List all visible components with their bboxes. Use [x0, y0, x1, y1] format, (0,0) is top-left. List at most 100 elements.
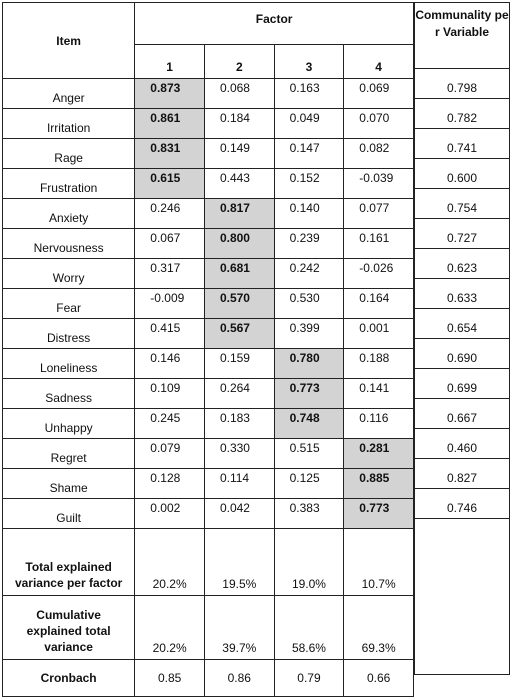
summary-value: 20.2% [134, 528, 205, 596]
item-label: Sadness [1, 378, 136, 409]
communality-value: 0.667 [414, 398, 510, 429]
loading-cell: 0.114 [203, 468, 275, 499]
table-row: Fear -0.009 0.570 0.530 0.164 [1, 288, 414, 319]
loading-cell: 0.068 [203, 78, 275, 109]
communality-row: 0.654 [414, 308, 510, 339]
loading-cell: 0.001 [343, 318, 414, 349]
loading-cell: 0.152 [273, 168, 345, 199]
loading-cell: 0.140 [273, 198, 345, 229]
table-row: Guilt 0.002 0.042 0.383 0.773 [1, 498, 414, 529]
communality-row: 0.798 [414, 68, 510, 99]
loading-cell: 0.415 [134, 318, 205, 349]
communality-value: 0.741 [414, 128, 510, 159]
item-label: Unhappy [1, 408, 136, 439]
highlighted-loading-cell: 0.281 [343, 438, 414, 469]
loading-cell: -0.026 [343, 258, 414, 289]
loading-cell: 0.049 [273, 108, 345, 139]
highlighted-loading-cell: 0.861 [134, 108, 205, 139]
communality-row: 0.746 [414, 488, 510, 519]
communality-row: 0.754 [414, 188, 510, 219]
summary-value: 19.5% [203, 528, 275, 596]
communality-value: 0.460 [414, 428, 510, 459]
table-row: Sadness 0.109 0.264 0.773 0.141 [1, 378, 414, 409]
loading-cell: 0.077 [343, 198, 414, 229]
communality-row: 0.623 [414, 248, 510, 279]
communality-row: 0.741 [414, 128, 510, 159]
communality-value: 0.782 [414, 98, 510, 129]
table-row: Anger 0.873 0.068 0.163 0.069 [1, 78, 414, 109]
loading-cell: 0.530 [273, 288, 345, 319]
loading-cell: 0.067 [134, 228, 205, 259]
loading-cell: 0.330 [203, 438, 275, 469]
highlighted-loading-cell: 0.570 [203, 288, 275, 319]
communality-row: 0.827 [414, 458, 510, 489]
cronbach-value: 0.86 [203, 659, 275, 697]
factor-number-1: 1 [134, 44, 205, 79]
loading-cell: 0.183 [203, 408, 275, 439]
table-row: Frustration 0.615 0.443 0.152 -0.039 [1, 168, 414, 199]
loading-cell: 0.245 [134, 408, 205, 439]
communality-table: Communality per Variable 0.798 0.782 0.741… [414, 2, 510, 675]
item-label: Anxiety [1, 198, 136, 229]
table-row: Rage 0.831 0.149 0.147 0.082 [1, 138, 414, 169]
communality-row: 0.633 [414, 278, 510, 309]
highlighted-loading-cell: 0.681 [203, 258, 275, 289]
communality-value: 0.754 [414, 188, 510, 219]
communality-value: 0.600 [414, 158, 510, 189]
loading-cell: 0.443 [203, 168, 275, 199]
loading-cell: 0.116 [343, 408, 414, 439]
loading-cell: 0.188 [343, 348, 414, 379]
summary-row: Total explained variance per factor 20.2%… [1, 528, 414, 596]
communality-value: 0.827 [414, 458, 510, 489]
cronbach-value: 0.85 [134, 659, 205, 697]
item-label: Rage [1, 138, 136, 169]
item-label: Shame [1, 468, 136, 499]
factor-number-3: 3 [273, 44, 345, 79]
table-row: Regret 0.079 0.330 0.515 0.281 [1, 438, 414, 469]
table-row: Anxiety 0.246 0.817 0.140 0.077 [1, 198, 414, 229]
cronbach-label: Cronbach [1, 659, 136, 697]
communality-header: Communality per Variable [414, 2, 510, 69]
loading-cell: 0.128 [134, 468, 205, 499]
loading-cell: 0.159 [203, 348, 275, 379]
loading-cell: 0.246 [134, 198, 205, 229]
loading-cell: 0.002 [134, 498, 205, 529]
loading-cell: -0.039 [343, 168, 414, 199]
highlighted-loading-cell: 0.800 [203, 228, 275, 259]
table-row: Unhappy 0.245 0.183 0.748 0.116 [1, 408, 414, 439]
factor-loadings-table: Item Factor 1 2 3 4 Anger 0.873 0.068 0.163… [1, 2, 414, 697]
table-row: Worry 0.317 0.681 0.242 -0.026 [1, 258, 414, 289]
loading-cell: 0.149 [203, 138, 275, 169]
loading-cell: 0.317 [134, 258, 205, 289]
table-row: Nervousness 0.067 0.800 0.239 0.161 [1, 228, 414, 259]
loading-cell: 0.125 [273, 468, 345, 499]
summary-value: 19.0% [273, 528, 345, 596]
loading-cell: 0.042 [203, 498, 275, 529]
item-label: Regret [1, 438, 136, 469]
summary-value: 10.7% [343, 528, 414, 596]
loading-cell: 0.264 [203, 378, 275, 409]
loading-cell: 0.109 [134, 378, 205, 409]
loading-cell: 0.069 [343, 78, 414, 109]
highlighted-loading-cell: 0.773 [343, 498, 414, 529]
communality-row: 0.727 [414, 218, 510, 249]
communality-value: 0.798 [414, 68, 510, 99]
loading-cell: 0.515 [273, 438, 345, 469]
item-header: Item [1, 2, 136, 79]
table-row: Distress 0.415 0.567 0.399 0.001 [1, 318, 414, 349]
loading-cell: 0.163 [273, 78, 345, 109]
loading-cell: 0.161 [343, 228, 414, 259]
factor-number-4: 4 [343, 44, 414, 79]
highlighted-loading-cell: 0.567 [203, 318, 275, 349]
communality-row: 0.699 [414, 368, 510, 399]
highlighted-loading-cell: 0.885 [343, 468, 414, 499]
item-label: Fear [1, 288, 136, 319]
loading-cell: 0.383 [273, 498, 345, 529]
loading-cell: 0.239 [273, 228, 345, 259]
highlighted-loading-cell: 0.773 [273, 378, 345, 409]
loading-cell: 0.184 [203, 108, 275, 139]
table-row: Shame 0.128 0.114 0.125 0.885 [1, 468, 414, 499]
communality-value: 0.699 [414, 368, 510, 399]
communality-row: 0.667 [414, 398, 510, 429]
item-label: Distress [1, 318, 136, 349]
